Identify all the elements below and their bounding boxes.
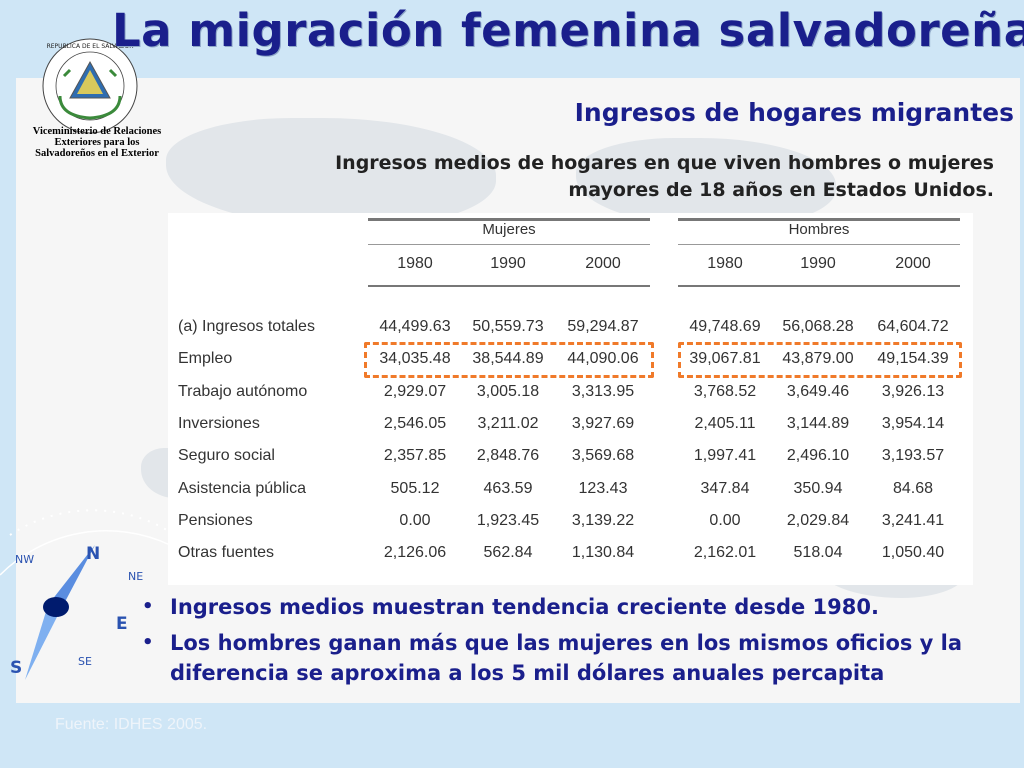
table-cell: 44,090.06	[567, 350, 639, 368]
table-cell: 562.84	[483, 544, 533, 562]
year-header: 1990	[800, 255, 836, 272]
ministry-line-1: Viceministerio de Relaciones	[32, 126, 162, 137]
compass-label: NE	[128, 570, 143, 583]
source-note: Fuente: IDHES 2005.	[55, 716, 208, 733]
table-cell: 64,604.72	[877, 318, 949, 335]
row-label: Empleo	[178, 350, 233, 368]
table-cell: 3,649.46	[786, 382, 850, 400]
slide-subtitle: Ingresos de hogares migrantes	[574, 98, 1014, 127]
table-cell: 2,126.06	[383, 544, 447, 562]
table-cell: 2,848.76	[476, 447, 540, 465]
table-cell: 1,050.40	[881, 544, 945, 562]
table-cell: 3,144.89	[786, 414, 850, 432]
row-label: Seguro social	[178, 447, 275, 465]
table-cell: 463.59	[483, 479, 533, 497]
year-header: 2000	[585, 255, 621, 272]
table-cell: 518.04	[793, 544, 843, 562]
table-cell: 3,139.22	[571, 511, 635, 529]
ministry-line-2: Exteriores para los	[54, 137, 140, 148]
row-label: (a) Ingresos totales	[178, 318, 315, 335]
table-cell: 347.84	[700, 479, 750, 497]
bullet-item: • Los hombres ganan más que las mujeres …	[142, 628, 1002, 688]
year-header: 1990	[490, 255, 526, 272]
group-header-mujeres: Mujeres	[482, 221, 536, 238]
top-rule	[368, 218, 650, 221]
table-cell: 3,313.95	[571, 382, 635, 400]
header-bottom-rule	[678, 285, 960, 287]
table-cell: 43,879.00	[782, 350, 854, 368]
table-cell: 50,559.73	[472, 318, 544, 335]
group-rule	[678, 244, 960, 245]
bullet-dot-icon: •	[142, 632, 154, 653]
table-cell: 49,154.39	[877, 350, 949, 368]
bullet-dot-icon: •	[142, 596, 154, 617]
table-cell: 2,162.01	[693, 544, 757, 562]
table-cell: 3,569.68	[571, 447, 635, 465]
group-header-hombres: Hombres	[788, 221, 850, 238]
slide-title: La migración femenina salvadoreña	[112, 4, 1024, 57]
table-description: Ingresos medios de hogares en que viven …	[335, 152, 994, 201]
row-label: Asistencia pública	[178, 479, 307, 497]
row-label: Otras fuentes	[178, 544, 275, 562]
year-header: 2000	[895, 255, 931, 272]
coat-of-arms-seal: REPUBLICA DE EL SALVADOR	[42, 38, 138, 134]
bullet-list: • Ingresos medios muestran tendencia cre…	[142, 592, 1002, 694]
table-cell: 59,294.87	[567, 318, 639, 335]
row-label: Trabajo autónomo	[178, 382, 308, 400]
table-cell: 2,029.84	[786, 511, 850, 529]
table-cell: 38,544.89	[472, 350, 544, 368]
income-table: Mujeres Hombres 1980 1990 2000 1980 1990 2000…	[168, 213, 973, 585]
table-cell: 3,926.13	[881, 382, 945, 400]
table-cell: 34,035.48	[379, 350, 451, 368]
ministry-label: Viceministerio de Relaciones Exteriores …	[28, 126, 166, 159]
table-cell: 3,211.02	[477, 414, 539, 432]
compass-label: SE	[78, 655, 92, 668]
table-cell: 0.00	[399, 511, 431, 529]
table-cell: 56,068.28	[782, 318, 854, 335]
bullet-text: Los hombres ganan más que las mujeres en…	[170, 631, 963, 685]
table-cell: 49,748.69	[689, 318, 761, 335]
top-rule	[678, 218, 960, 221]
table-cell: 505.12	[390, 479, 440, 497]
compass-label: E	[116, 614, 128, 634]
highlight-box-mujeres-empleo	[364, 342, 654, 378]
compass-label: S	[10, 658, 22, 678]
table-cell: 3,241.41	[881, 511, 945, 529]
compass-label: N	[86, 544, 100, 564]
table-cell: 2,405.11	[694, 414, 756, 432]
table-cell: 3,927.69	[571, 414, 635, 432]
svg-text:REPUBLICA DE EL SALVADOR: REPUBLICA DE EL SALVADOR	[47, 43, 134, 50]
table-cell: 350.94	[793, 479, 843, 497]
table-cell: 44,499.63	[379, 318, 451, 335]
row-label: Pensiones	[178, 511, 253, 529]
row-label: Inversiones	[178, 414, 260, 432]
table-cell: 2,546.05	[383, 414, 447, 432]
table-cell: 3,954.14	[881, 414, 945, 432]
table-cell: 0.00	[709, 511, 741, 529]
ministry-line-3: Salvadoreños en el Exterior	[35, 148, 159, 159]
bullet-text: Ingresos medios muestran tendencia creci…	[170, 595, 879, 619]
table-cell: 1,130.84	[571, 544, 635, 562]
year-header: 1980	[397, 255, 433, 272]
table-cell: 3,193.57	[881, 447, 945, 465]
table-cell: 2,496.10	[786, 447, 850, 465]
table-cell: 123.43	[578, 479, 628, 497]
compass-rose-icon: NW N NE E SE S	[0, 509, 175, 680]
table-cell: 3,768.52	[693, 382, 757, 400]
table-cell: 1,923.45	[476, 511, 540, 529]
world-map-shape	[166, 118, 496, 228]
year-header: 1980	[707, 255, 743, 272]
table-cell: 3,005.18	[476, 382, 540, 400]
table-cell: 84.68	[892, 479, 934, 497]
table-cell: 1,997.41	[693, 447, 757, 465]
group-rule	[368, 244, 650, 245]
highlight-box-hombres-empleo	[678, 342, 962, 378]
table-cell: 2,357.85	[383, 447, 447, 465]
bullet-item: • Ingresos medios muestran tendencia cre…	[142, 592, 1002, 622]
table-cell: 39,067.81	[689, 350, 761, 368]
compass-label: NW	[15, 553, 34, 566]
table-cell: 2,929.07	[383, 382, 447, 400]
header-bottom-rule	[368, 285, 650, 287]
